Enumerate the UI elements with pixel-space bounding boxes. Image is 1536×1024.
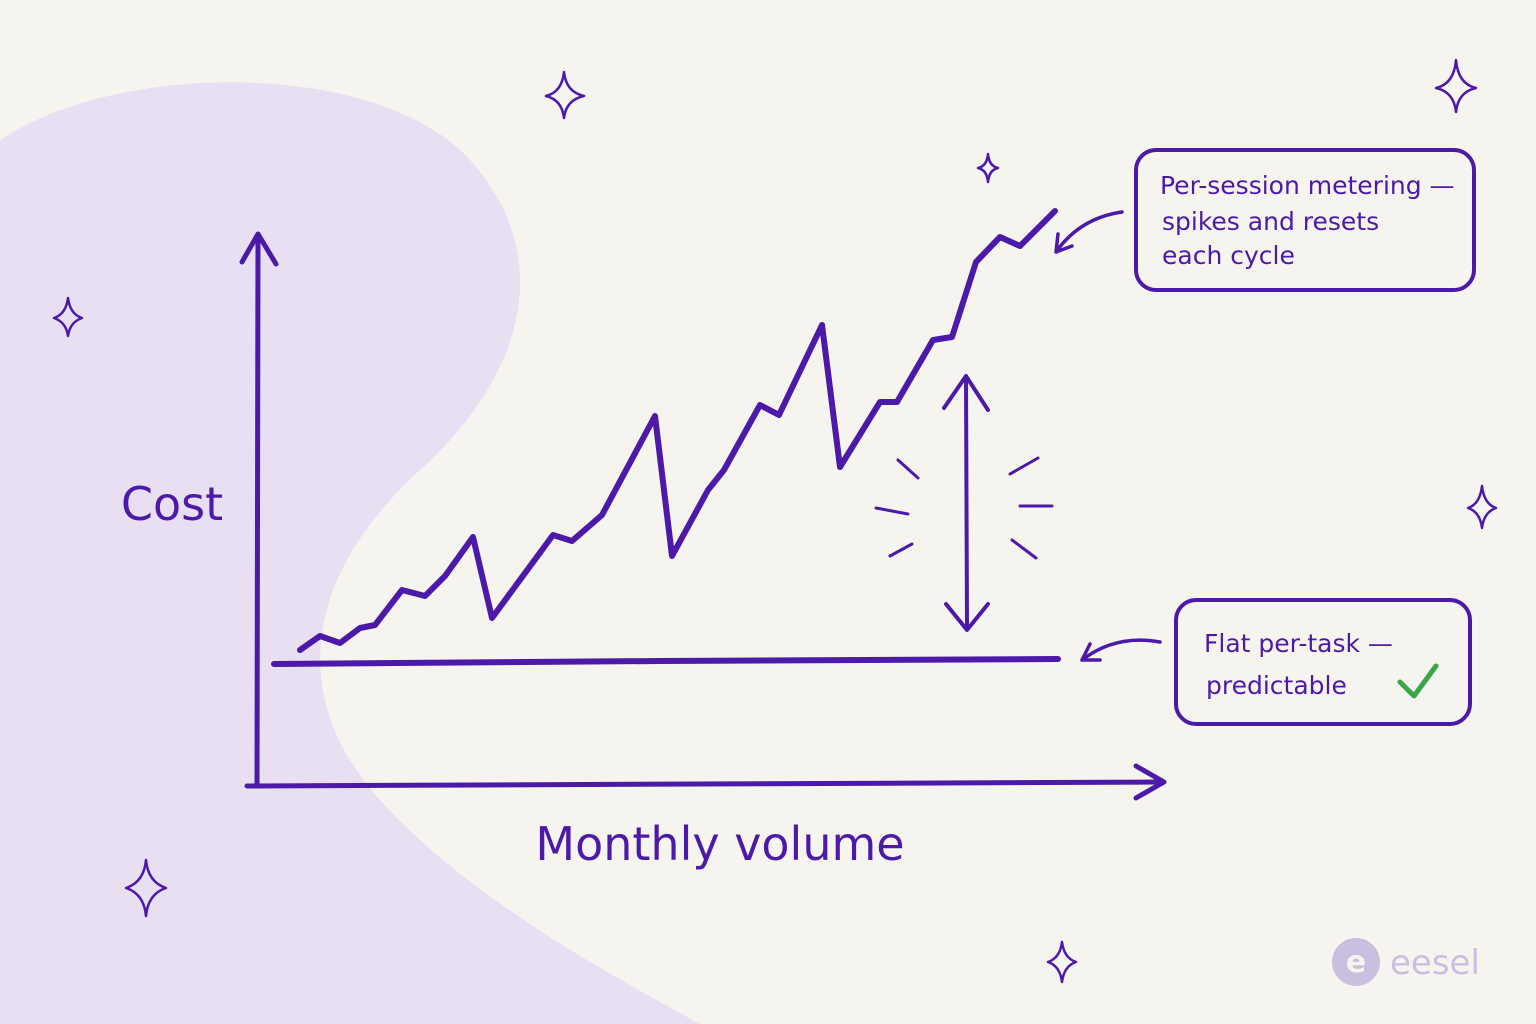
callout-text: Per-session metering — (1160, 171, 1455, 200)
callout-arrow (1080, 638, 1162, 662)
logo-icon (1332, 938, 1380, 986)
spiky-line (297, 208, 1058, 653)
sparkles (52, 58, 1498, 984)
check-icon (1397, 663, 1439, 699)
callout-text: each cycle (1162, 241, 1295, 270)
flat-line (271, 656, 1061, 667)
axes (239, 231, 1167, 801)
x-axis-label: Monthly volume (535, 817, 904, 871)
y-axis-label: Cost (121, 477, 223, 531)
callout-arrow (1054, 210, 1124, 254)
logo-glyph: e (1346, 945, 1366, 980)
gap-arrow (942, 374, 990, 632)
y-axis (254, 233, 261, 789)
callout-text: spikes and resets (1162, 207, 1379, 236)
blob (0, 82, 700, 1024)
x-axis (244, 779, 1165, 789)
callout-box (1134, 148, 1476, 292)
x-arrow (1133, 763, 1167, 801)
burst (874, 456, 1054, 560)
callout-text: Flat per-task — (1204, 629, 1393, 658)
logo-text: eesel (1390, 943, 1480, 983)
y-arrow (239, 231, 279, 267)
callout-text: predictable (1206, 671, 1347, 700)
callout-box (1174, 598, 1472, 726)
